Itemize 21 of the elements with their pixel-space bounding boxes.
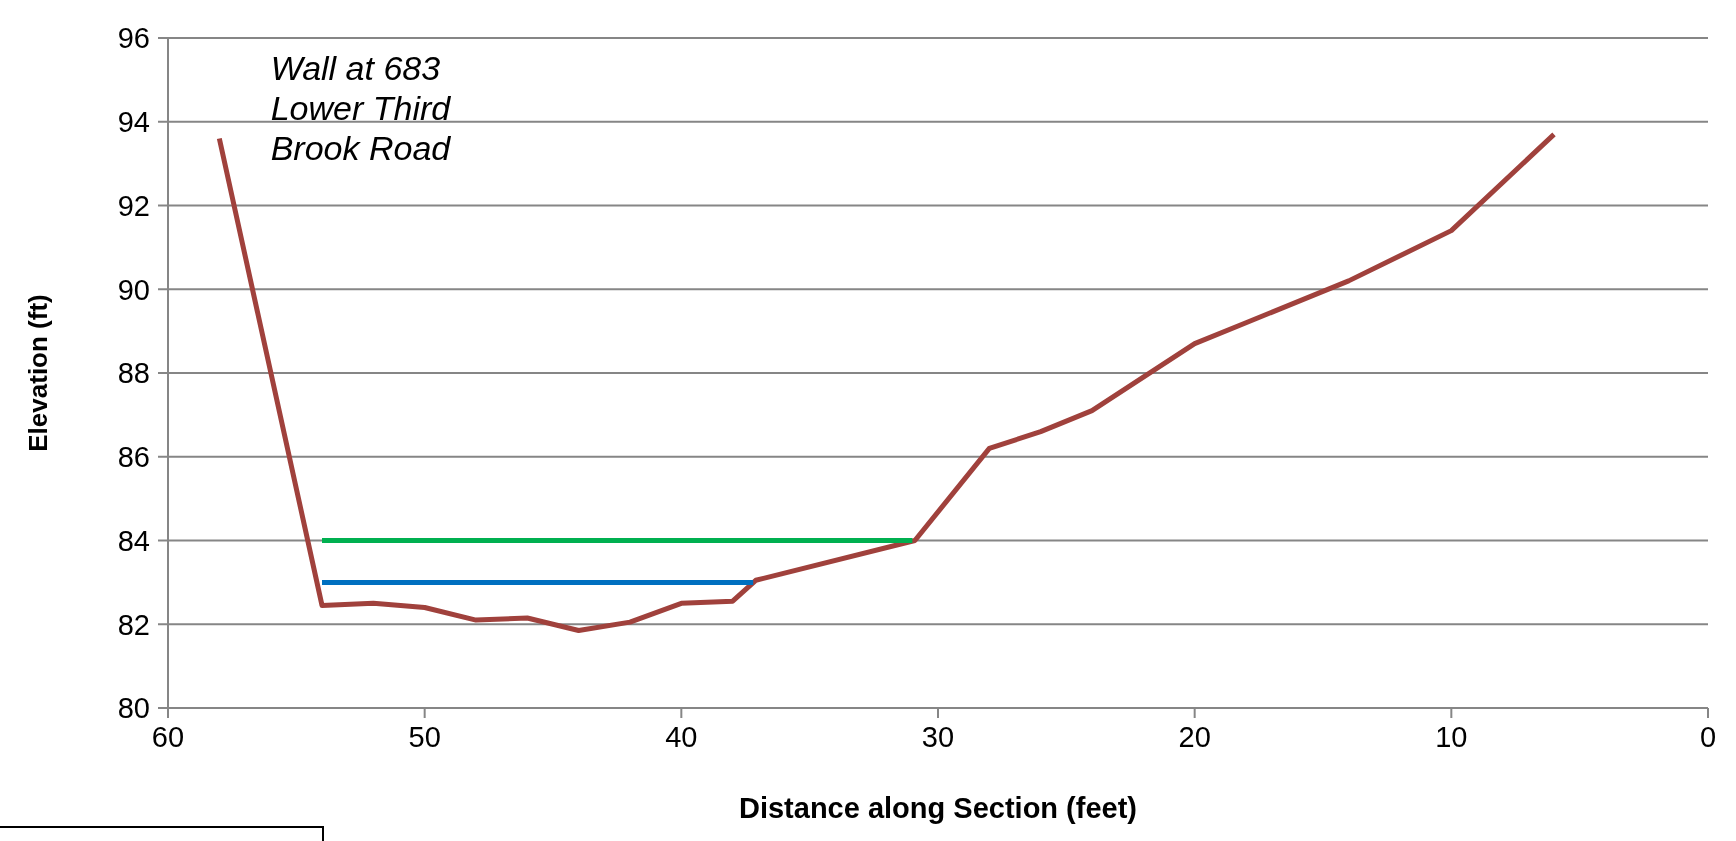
x-tick-label: 30 (921, 720, 955, 753)
y-tick-label: 84 (117, 524, 150, 557)
y-tick-label: 80 (117, 692, 150, 725)
y-tick-label: 90 (117, 273, 150, 306)
y-tick-label: 82 (117, 608, 150, 641)
y-tick-label: 92 (117, 189, 150, 222)
x-tick-label: 50 (408, 720, 441, 753)
y-axis-title: Elevation (ft) (23, 294, 54, 452)
y-tick-label: 96 (117, 22, 150, 55)
x-axis-title: Distance along Section (feet) (738, 792, 1138, 824)
annotation: Brook Road (270, 128, 451, 168)
annotation: Wall at 683 (270, 48, 441, 88)
y-tick-label: 86 (117, 441, 150, 474)
annotation: Lower Third (270, 88, 451, 128)
x-tick-label: 40 (665, 720, 698, 753)
x-tick-label: 60 (151, 720, 185, 753)
x-tick-label: 10 (1435, 720, 1468, 753)
x-tick-label: 0 (1699, 720, 1717, 753)
y-tick-label: 88 (117, 357, 150, 390)
y-tick-label: 94 (117, 106, 150, 139)
x-tick-label: 20 (1178, 720, 1211, 753)
